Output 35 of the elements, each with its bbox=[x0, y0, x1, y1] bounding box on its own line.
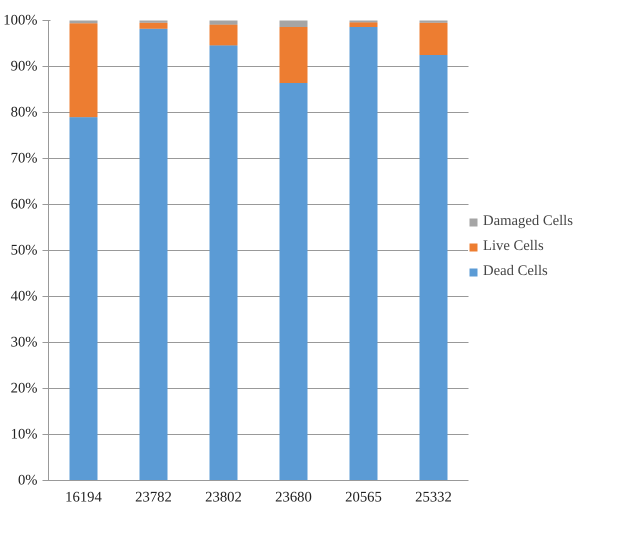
bar bbox=[420, 22, 448, 55]
legend-label: Live Cells bbox=[483, 238, 544, 255]
bar bbox=[70, 117, 98, 480]
y-tick-label: 100% bbox=[3, 12, 38, 28]
y-tick-label: 30% bbox=[10, 334, 38, 350]
legend-label: Dead Cells bbox=[483, 263, 548, 280]
bar bbox=[280, 20, 308, 27]
bar bbox=[210, 20, 238, 25]
x-tick-label: 20565 bbox=[345, 490, 382, 506]
y-tick-label: 40% bbox=[10, 288, 38, 304]
bar bbox=[70, 23, 98, 118]
y-tick-label: 70% bbox=[10, 150, 38, 166]
x-tick-label: 23802 bbox=[205, 490, 242, 506]
bar bbox=[140, 22, 168, 29]
bar bbox=[280, 26, 308, 84]
y-tick-label: 10% bbox=[10, 426, 38, 442]
x-tick-label: 25332 bbox=[415, 490, 452, 506]
bar bbox=[210, 24, 238, 46]
x-tick-label: 23680 bbox=[275, 490, 312, 506]
y-tick-label: 80% bbox=[10, 104, 38, 120]
legend-label: Damaged Cells bbox=[483, 213, 573, 230]
bar bbox=[70, 20, 98, 24]
y-tick-label: 0% bbox=[18, 472, 38, 488]
bar bbox=[140, 28, 168, 480]
bar bbox=[350, 26, 378, 480]
bar bbox=[350, 22, 378, 27]
bar bbox=[280, 83, 308, 480]
bar bbox=[420, 55, 448, 480]
x-tick-label: 23782 bbox=[135, 490, 172, 506]
y-tick-label: 60% bbox=[10, 196, 38, 212]
x-tick-label: 16194 bbox=[65, 490, 102, 506]
y-tick-label: 20% bbox=[10, 380, 38, 396]
y-tick-label: 50% bbox=[10, 242, 38, 258]
y-tick-label: 90% bbox=[10, 58, 38, 74]
bar bbox=[210, 45, 238, 480]
